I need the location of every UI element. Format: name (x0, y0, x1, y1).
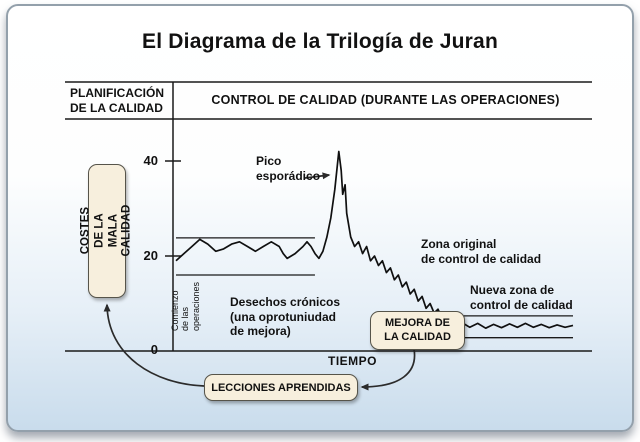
costes-mala-calidad-box: COSTES DE LA MALA CALIDAD (79, 164, 133, 298)
y-tick-label: 40 (143, 153, 158, 168)
costes-mala-calidad-label: COSTES DE LA MALA CALIDAD (79, 205, 133, 257)
lecciones-aprendidas-box: LECCIONES APRENDIDAS (204, 374, 358, 401)
nueva-zona-label: Nueva zona de control de calidad (470, 283, 573, 312)
diagram-card: El Diagrama de la Trilogía de Juran PLAN… (6, 4, 634, 432)
lecciones-to-costes-arrow (103, 303, 205, 387)
x-axis-label: TIEMPO (328, 354, 378, 368)
chart-canvas (65, 81, 592, 391)
header-control: CONTROL DE CALIDAD (DURANTE LAS OPERACIO… (211, 93, 560, 107)
mejora-calidad-box: MEJORA DE LA CALIDAD (370, 311, 465, 350)
pico-pointer-arrow (304, 172, 331, 180)
header-planificacion: PLANIFICACIÓN DE LA CALIDAD (70, 86, 164, 115)
cost-curve (175, 150, 574, 330)
y-tick-label: 20 (143, 248, 158, 263)
zona-original-label: Zona original de control de calidad (421, 237, 542, 266)
mejora-to-lecciones-arrow (360, 348, 416, 391)
comienzo-operaciones-label: Comienzo de las operaciones (170, 282, 202, 332)
desechos-cronicos-label: Desechos crónicos (una oprotuniudad de m… (230, 295, 341, 339)
plot-layer (175, 150, 574, 339)
y-tick-label: 0 (150, 342, 158, 357)
comienzo-operaciones-note: Comienzo de las operaciones (170, 264, 202, 350)
page-title: El Diagrama de la Trilogía de Juran (142, 30, 498, 53)
pico-esporadico-label: Pico esporádico (256, 154, 321, 183)
